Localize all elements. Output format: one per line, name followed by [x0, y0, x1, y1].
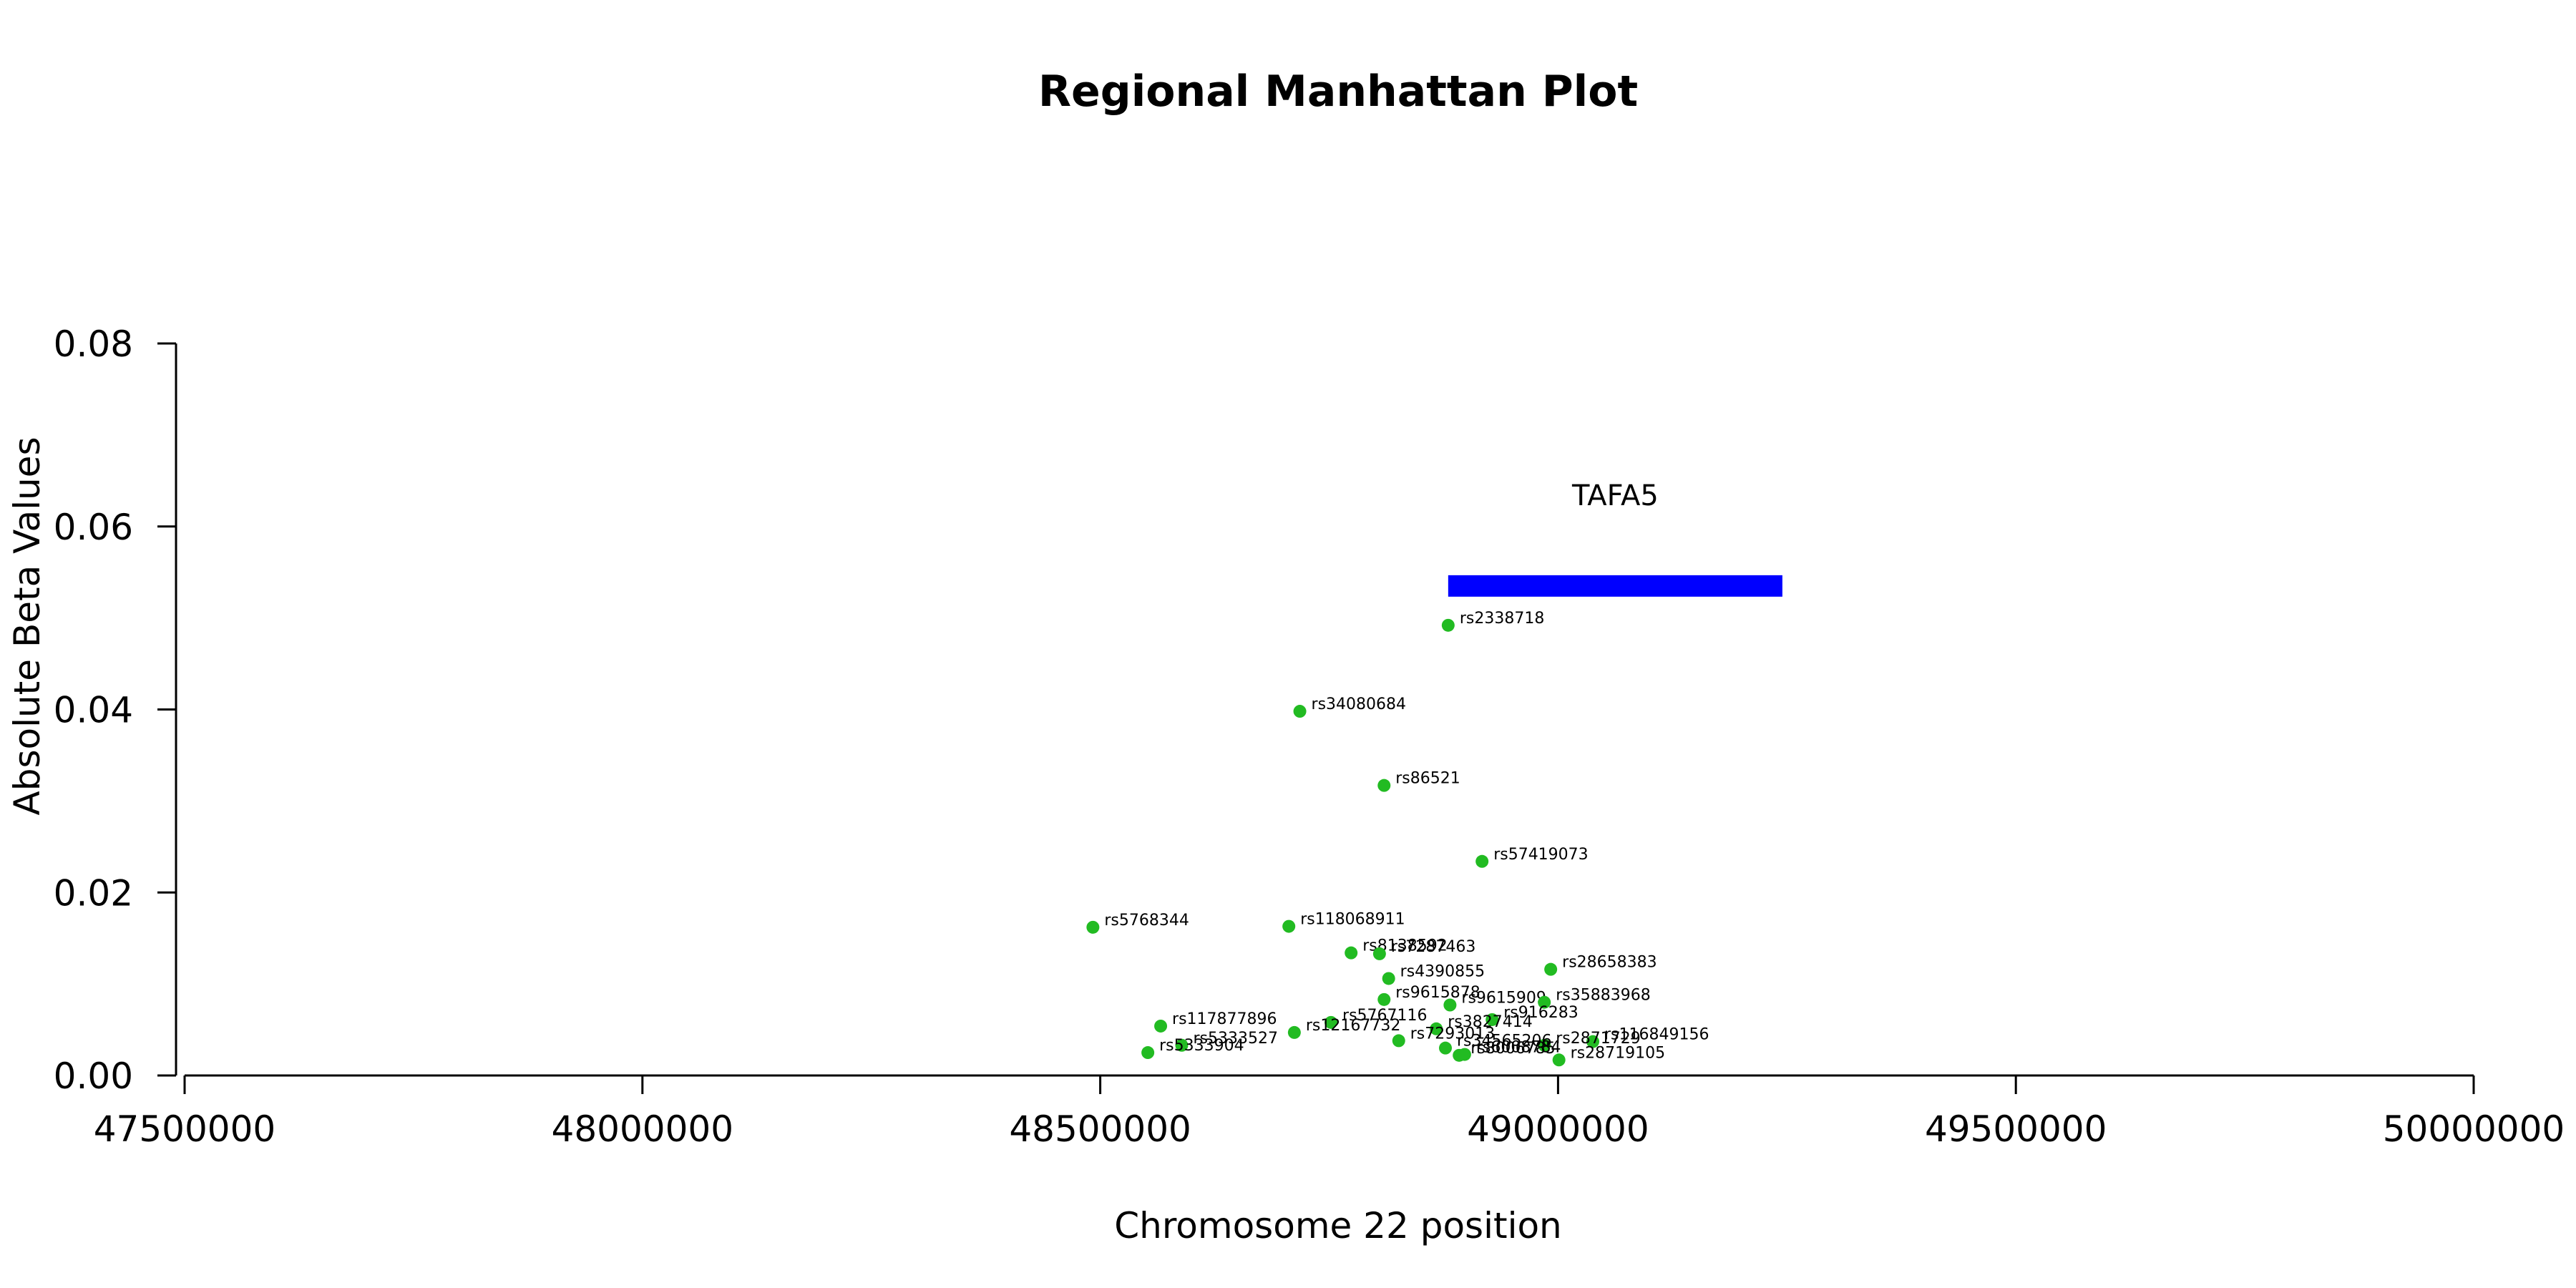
snp-label: rs28719105: [1571, 1044, 1665, 1062]
snp-point: [1586, 1035, 1600, 1048]
snp-label: rs116849156: [1604, 1026, 1709, 1044]
snp-label: rs28658383: [1562, 954, 1657, 972]
snp-point: [1538, 995, 1551, 1009]
snp-label: rs9615909: [1461, 990, 1546, 1008]
y-axis-label: Absolute Beta Values: [6, 437, 48, 816]
snp-point: [1538, 1038, 1551, 1052]
axes: 47500000 48000000 48500000 49000000 49500000…: [54, 323, 2565, 1150]
x-axis-label: Chromosome 22 position: [1114, 1205, 1562, 1246]
y-tick-label: 0.08: [54, 323, 133, 365]
snp-label: rs86521: [1395, 770, 1460, 788]
snp-point: [1439, 1041, 1453, 1055]
snp-point: [1430, 1022, 1443, 1035]
snp-point: [1453, 1048, 1466, 1062]
snp-point: [1392, 1034, 1405, 1048]
x-tick-label: 49000000: [1467, 1108, 1649, 1150]
gene-layer: TAFA5: [1448, 479, 1782, 597]
snp-point: [1086, 920, 1100, 934]
snp-label: rs57419073: [1493, 846, 1588, 864]
snp-label: rs6008784: [1476, 1039, 1561, 1057]
snp-label: rs7293013: [1410, 1025, 1495, 1043]
snp-label: rs117877896: [1172, 1010, 1277, 1028]
x-tick-label: 47500000: [94, 1108, 276, 1150]
snp-point: [1544, 962, 1558, 976]
snp-point: [1372, 947, 1386, 960]
snp-point: [1293, 705, 1307, 718]
snp-label: rs5333527: [1193, 1030, 1278, 1048]
snp-label: rs34565206: [1457, 1033, 1551, 1050]
snp-label: rs34080684: [1312, 696, 1406, 713]
x-tick-label: 48000000: [552, 1108, 734, 1150]
snp-label: rs916283: [1503, 1004, 1579, 1022]
snp-label: rs9615878: [1395, 984, 1480, 1002]
snp-label: rs8006785: [1470, 1040, 1556, 1058]
snp-label: rs118068911: [1300, 911, 1405, 929]
y-tick-label: 0.04: [54, 690, 133, 731]
snp-point: [1552, 1053, 1566, 1067]
snp-point: [1475, 854, 1489, 868]
snp-point: [1441, 618, 1455, 632]
y-tick-label: 0.02: [54, 872, 133, 914]
snp-label: rs2338718: [1460, 610, 1545, 628]
snp-point: [1324, 1015, 1338, 1029]
snp-label: rs5767116: [1342, 1007, 1428, 1025]
snp-label: rs4390855: [1400, 962, 1485, 980]
snp-point: [1377, 779, 1391, 792]
snp-point: [1282, 919, 1296, 933]
snp-label: rs3827414: [1448, 1013, 1533, 1031]
snp-label: rs2871729: [1556, 1030, 1641, 1048]
snp-label: rs5768344: [1104, 912, 1189, 930]
snp-point: [1345, 946, 1358, 960]
y-tick-label: 0.06: [54, 507, 133, 548]
snp-label: rs7287463: [1391, 938, 1475, 956]
snp-label: rs12167732: [1306, 1017, 1400, 1035]
snp-label: rs35883968: [1556, 987, 1650, 1005]
x-tick-label: 48500000: [1009, 1108, 1191, 1150]
x-tick-label: 50000000: [2383, 1108, 2565, 1150]
x-tick-label: 49500000: [1925, 1108, 2107, 1150]
snp-point: [1377, 992, 1391, 1006]
gene-label: TAFA5: [1571, 479, 1659, 512]
y-tick-label: 0.00: [54, 1055, 133, 1097]
snp-point: [1382, 972, 1395, 985]
snp-point: [1287, 1025, 1301, 1039]
snp-point: [1175, 1038, 1189, 1052]
snp-point: [1154, 1019, 1168, 1033]
points-layer: rs2338718 rs34080684 rs86521 rs57419073 rs57…: [1086, 610, 1709, 1067]
snp-point: [1141, 1046, 1155, 1060]
snp-point: [1485, 1013, 1499, 1026]
snp-label: rs5333904: [1159, 1037, 1244, 1055]
gene-bar: [1448, 575, 1782, 597]
snp-point: [1443, 998, 1457, 1012]
chart-title: Regional Manhattan Plot: [1038, 67, 1638, 117]
